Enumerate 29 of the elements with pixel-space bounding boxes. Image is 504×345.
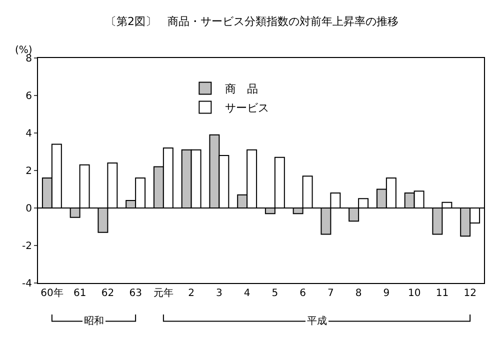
text: 昭和: [84, 315, 104, 327]
x-tick-label: 4: [244, 288, 250, 299]
x-tick-label: 2: [188, 288, 194, 299]
x-tick-label: 9: [383, 288, 390, 299]
y-tick-label: -2: [22, 241, 32, 252]
x-tick-label: 61: [73, 288, 86, 299]
y-tick-label: 6: [26, 91, 32, 102]
x-tick-label: 63: [129, 288, 142, 299]
y-tick-label: 8: [26, 54, 32, 64]
text: 平成: [307, 315, 327, 327]
x-tick-label: 5: [272, 288, 278, 299]
legend-label: サービス: [225, 102, 270, 115]
y-tick-label: -4: [22, 278, 32, 290]
x-tick-label: 元年: [153, 287, 174, 299]
x-tick-label: 3: [216, 288, 222, 299]
y-axis-title: (%): [15, 45, 32, 56]
y-tick-label: 4: [26, 128, 32, 140]
x-tick-label: 6: [300, 288, 306, 299]
x-tick-label: 12: [464, 288, 476, 299]
chart-title: 〔第2図〕 商品・サービス分類指数の対前年上昇率の推移: [106, 14, 398, 28]
x-tick-label: 8: [355, 288, 362, 299]
x-tick-label: 60年: [40, 287, 64, 299]
y-tick-label: 2: [26, 166, 32, 177]
x-tick-label: 62: [101, 288, 114, 299]
x-tick-label: 11: [436, 288, 449, 299]
y-tick-label: 0: [26, 204, 32, 214]
legend-label: 商 品: [225, 82, 258, 96]
x-tick-label: 7: [328, 288, 334, 299]
x-tick-label: 10: [408, 288, 421, 299]
